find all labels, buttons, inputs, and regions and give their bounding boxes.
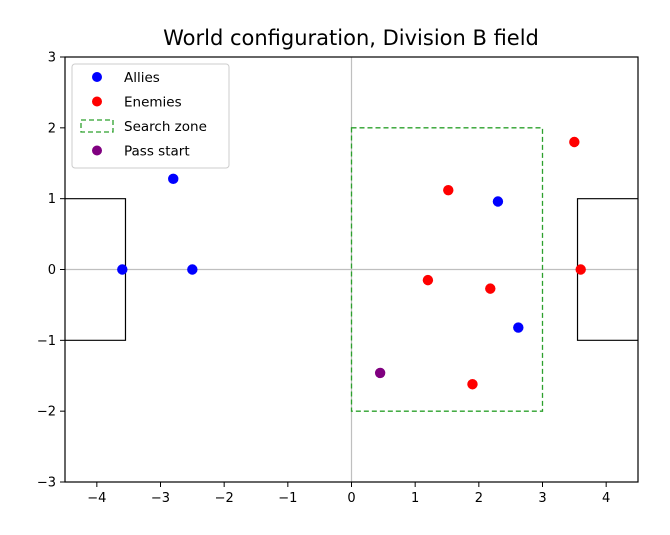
enemies-point	[569, 136, 580, 148]
y-tick-label: −2	[37, 405, 56, 420]
y-tick-label: 3	[48, 51, 56, 66]
legend-label-enemies: Enemies	[124, 95, 182, 111]
legend-swatch-search-zone	[80, 119, 114, 133]
enemies-point	[575, 264, 586, 275]
x-tick-label: −1	[278, 491, 297, 506]
x-tick-label: 2	[475, 491, 483, 506]
y-tick-label: 0	[48, 263, 56, 278]
x-tick-label: −2	[215, 491, 234, 506]
enemies-point	[443, 184, 454, 196]
x-tick-label: 1	[411, 491, 419, 506]
allies-point	[168, 173, 179, 185]
x-tick-label: −4	[87, 491, 106, 506]
y-tick-label: 2	[48, 121, 56, 136]
y-tick-label: 1	[48, 192, 56, 207]
legend-marker-allies	[92, 72, 102, 82]
x-tick-label: 0	[347, 491, 355, 506]
enemies-point	[467, 379, 478, 390]
allies-point	[492, 196, 504, 207]
legend-marker-pass-start	[92, 145, 102, 156]
allies-point	[117, 264, 128, 275]
y-tick-label: −1	[37, 334, 56, 349]
legend-box	[71, 63, 230, 169]
legend-marker-enemies	[92, 96, 102, 107]
pass-start-point	[374, 367, 386, 379]
enemies-point	[485, 283, 496, 294]
legend-label-search-zone: Search zone	[124, 119, 207, 135]
legend-label-allies: Allies	[124, 70, 160, 86]
allies-point	[187, 264, 198, 275]
allies-point	[513, 322, 524, 333]
y-tick-label: −3	[37, 476, 56, 491]
x-tick-label: 3	[538, 491, 546, 506]
chart-title: World configuration, Division B field	[163, 26, 539, 50]
search-zone-rect	[350, 127, 544, 412]
legend-label-pass-start: Pass start	[124, 144, 190, 160]
x-tick-label: 4	[602, 491, 610, 506]
enemies-point	[422, 274, 434, 286]
x-tick-label: −3	[151, 491, 170, 506]
